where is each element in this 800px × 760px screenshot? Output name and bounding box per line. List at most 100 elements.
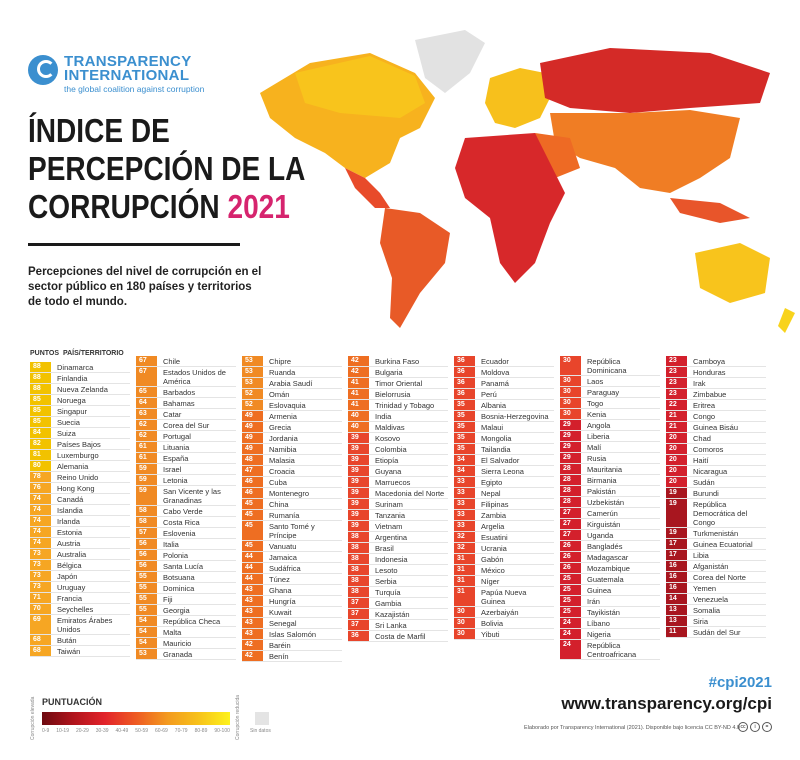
map-canada	[295, 56, 425, 118]
country-name: Portugal	[163, 432, 191, 441]
country-name: Bolivia	[481, 619, 504, 628]
legend-tick: 70-79	[174, 728, 188, 734]
score-badge: 39	[348, 510, 369, 520]
table-row: 27 Camerún	[560, 508, 660, 519]
country-name: Grecia	[269, 423, 292, 432]
score-badge: 21	[666, 422, 687, 432]
logo-line1: TRANSPARENCY	[64, 53, 192, 70]
table-row: 62 Portugal	[136, 431, 236, 442]
table-row: 38 Argentina	[348, 532, 448, 543]
table-row: 23 Camboya	[666, 356, 766, 367]
table-row: 67 Chile	[136, 356, 236, 367]
score-badge: 30	[560, 398, 581, 408]
country-name: Bielorrusia	[375, 390, 411, 399]
table-row: 38 Lesoto	[348, 565, 448, 576]
country-name: Israel	[163, 465, 182, 474]
country-name: Eritrea	[693, 401, 716, 410]
table-row: 19 Burundi	[666, 488, 766, 499]
table-row: 55 Georgia	[136, 605, 236, 616]
table-row: 74 Irlanda	[30, 516, 130, 527]
table-row: 61 Lituania	[136, 442, 236, 453]
table-row: 78 Reino Unido	[30, 472, 130, 483]
country-name: Yibuti	[481, 630, 500, 639]
country-name: Liberia	[587, 432, 610, 441]
table-row: 48 Malasia	[242, 455, 342, 466]
country-name: Estados Unidos de América	[163, 368, 226, 386]
table-row: 16 Corea del Norte	[666, 572, 766, 583]
score-badge: 16	[666, 583, 687, 593]
country-name: Namibia	[269, 445, 297, 454]
table-row: 23 Irak	[666, 378, 766, 389]
score-badge: 30	[560, 356, 581, 375]
score-badge: 28	[560, 475, 581, 485]
country-name: Polonia	[163, 551, 189, 560]
country-name: Catar	[163, 410, 182, 419]
score-badge: 73	[30, 582, 51, 592]
country-name: Togo	[587, 399, 604, 408]
country-name: Chile	[163, 357, 181, 366]
score-badge: 41	[348, 389, 369, 399]
score-badge: 23	[666, 378, 687, 388]
table-row: 64 Bahamas	[136, 398, 236, 409]
country-name: Etiopía	[375, 456, 399, 465]
country-name: Austria	[57, 539, 81, 548]
table-row: 71 Francia	[30, 593, 130, 604]
table-row: 56 Italia	[136, 539, 236, 550]
score-badge: 42	[348, 367, 369, 377]
table-row: 45 Rumanía	[242, 510, 342, 521]
score-badge: 54	[136, 627, 157, 637]
country-name: Marruecos	[375, 478, 411, 487]
score-badge: 30	[454, 607, 475, 617]
score-badge: 39	[348, 433, 369, 443]
country-name: Comoros	[693, 445, 724, 454]
country-name: Gabón	[481, 555, 504, 564]
table-row: 29 Angola	[560, 420, 660, 431]
score-badge: 59	[136, 475, 157, 485]
table-row: 53 Chipre	[242, 356, 342, 367]
country-name: República Centroafricana	[587, 641, 637, 659]
country-name: Taiwán	[57, 647, 81, 656]
score-badge: 26	[560, 552, 581, 562]
country-name: Tayikistán	[587, 608, 620, 617]
table-row: 47 Croacia	[242, 466, 342, 477]
score-badge: 73	[30, 571, 51, 581]
legend-high-label: Corrupción reducida	[235, 694, 241, 740]
country-name: Azerbaiyán	[481, 608, 519, 617]
country-name: Eslovenia	[163, 529, 196, 538]
score-badge: 62	[136, 420, 157, 430]
score-badge: 13	[666, 605, 687, 615]
table-row: 20 Haití	[666, 455, 766, 466]
score-badge: 20	[666, 455, 687, 465]
country-name: Francia	[57, 594, 83, 603]
country-name: República Checa	[163, 617, 221, 626]
table-column: 23 Camboya 23 Honduras 23 Irak 23 Zimbabue 22 Eri…	[666, 356, 766, 638]
hashtag[interactable]: #cpi2021	[708, 674, 772, 691]
score-badge: 20	[666, 444, 687, 454]
table-row: 76 Hong Kong	[30, 483, 130, 494]
website-link[interactable]: www.transparency.org/cpi	[561, 694, 772, 713]
score-badge: 88	[30, 373, 51, 383]
table-row: 30 Azerbaiyán	[454, 607, 554, 618]
country-name: Ecuador	[481, 357, 509, 366]
table-row: 52 Omán	[242, 389, 342, 400]
country-name: Benín	[269, 652, 289, 661]
table-row: 31 México	[454, 565, 554, 576]
score-badge: 55	[136, 605, 157, 615]
country-name: Chad	[693, 434, 711, 443]
table-row: 30 Laos	[560, 376, 660, 387]
score-badge: 35	[454, 444, 475, 454]
title-line3: CORRUPCIÓN	[28, 188, 220, 225]
country-name: Malta	[163, 628, 182, 637]
table-row: 32 Ucrania	[454, 543, 554, 554]
country-name: India	[375, 412, 392, 421]
table-row: 37 Sri Lanka	[348, 620, 448, 631]
country-name: Uruguay	[57, 583, 86, 592]
score-badge: 25	[560, 596, 581, 606]
country-name: Papúa Nueva Guinea	[481, 588, 527, 606]
table-row: 27 Uganda	[560, 530, 660, 541]
score-badge: 23	[666, 389, 687, 399]
score-badge: 20	[666, 477, 687, 487]
map-south-america	[380, 208, 450, 328]
score-badge: 23	[666, 356, 687, 366]
score-badge: 85	[30, 417, 51, 427]
